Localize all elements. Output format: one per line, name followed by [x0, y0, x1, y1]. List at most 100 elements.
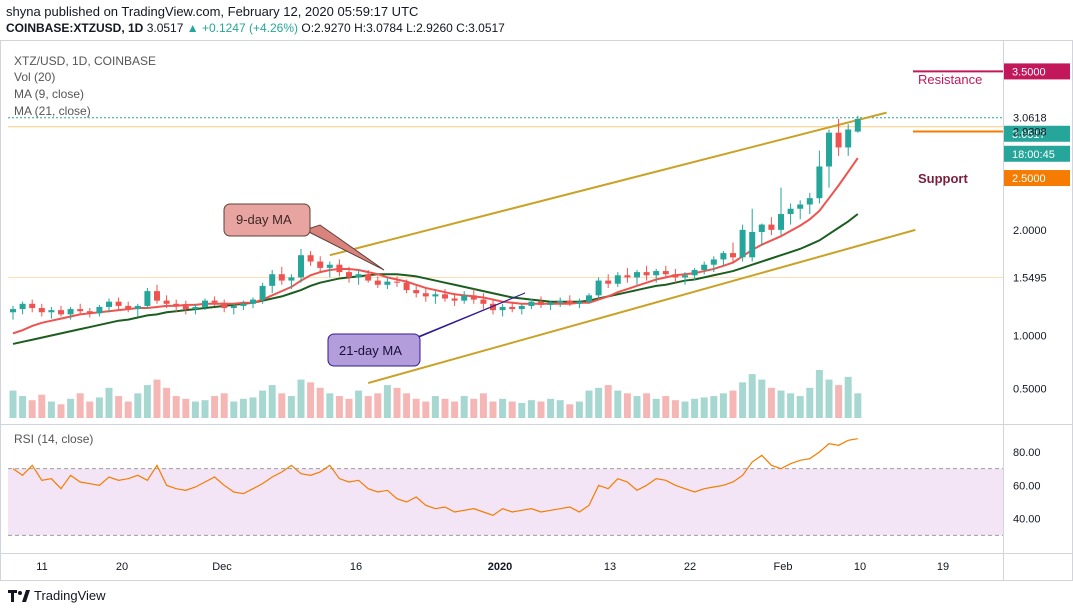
candle [442, 289, 448, 302]
candle-body [288, 277, 295, 281]
candle-body [490, 303, 496, 311]
candle [739, 224, 746, 262]
volume-bar [700, 397, 708, 418]
volume-bar [585, 390, 593, 418]
volume-bar [825, 379, 833, 418]
volume-bar [172, 396, 180, 418]
candle-body [403, 282, 410, 291]
candle [115, 297, 122, 310]
candle-body [96, 306, 103, 314]
candle-body [125, 305, 132, 310]
candle-body [518, 305, 525, 310]
volume-bar [729, 390, 737, 418]
candle-body [710, 259, 717, 265]
candle [835, 118, 842, 156]
time-tick-label: 22 [684, 561, 696, 573]
candle-body [336, 264, 343, 273]
candle [86, 308, 93, 318]
candle-body [605, 280, 612, 284]
candle-body [816, 166, 823, 199]
candle-body [797, 204, 804, 209]
candle-body [442, 294, 448, 299]
candle [432, 291, 439, 304]
candle [374, 276, 381, 288]
volume-bar [278, 393, 286, 418]
time-tick-label: 11 [36, 561, 47, 573]
time-tick-label: 10 [854, 561, 866, 573]
candle-body [182, 305, 189, 310]
volume-bar [719, 393, 727, 418]
symbol-name: COINBASE:XTZUSD, 1D [6, 21, 144, 35]
candle-body [374, 280, 381, 285]
candle-body [230, 305, 237, 309]
candle [240, 300, 247, 311]
volume-bar [652, 398, 660, 418]
candle-body [662, 271, 669, 275]
candle [576, 298, 583, 309]
volume-bar [671, 400, 679, 418]
candle [720, 250, 727, 266]
footer-brand: TradingView [34, 588, 106, 603]
rsi-band [8, 468, 1003, 536]
volume-bar [383, 385, 391, 418]
volume-bar [595, 387, 603, 418]
candle-body [730, 253, 736, 258]
candle-body [470, 295, 477, 300]
volume-bar [451, 401, 459, 418]
volume-bar [431, 396, 439, 418]
candle-body [701, 264, 708, 270]
lower-trend-line [367, 228, 916, 384]
volume-bar [710, 396, 718, 418]
candle-body [499, 306, 506, 311]
ohlc-values: O:2.9270 H:3.0784 L:2.9260 C:3.0517 [301, 21, 505, 35]
volume-bar [115, 396, 123, 418]
candle [144, 287, 151, 310]
candle [566, 295, 573, 306]
current-price-label: 3.0517 [1012, 129, 1046, 141]
candle [154, 284, 160, 304]
high-price-label: 3.0618 [1013, 113, 1047, 125]
candle-body [566, 300, 573, 304]
candle-body [432, 294, 439, 297]
candle [614, 272, 621, 287]
volume-bar [191, 401, 199, 418]
candle [749, 208, 756, 262]
volume-bar [508, 401, 516, 418]
volume-bar [19, 396, 27, 418]
candle-body [624, 275, 631, 278]
support-annotation: Support [918, 171, 968, 186]
candle [317, 256, 324, 273]
candle-body [134, 305, 141, 310]
candle-body [154, 291, 160, 301]
candle [19, 301, 26, 315]
volume-bar [518, 402, 526, 418]
candle-body [854, 118, 861, 132]
candle-body [115, 301, 122, 306]
volume-bar [211, 396, 219, 418]
candle-body [365, 274, 372, 281]
volume-bar [105, 387, 113, 418]
candle [845, 124, 852, 156]
candle-body [10, 309, 16, 313]
candle [653, 268, 660, 283]
candle-body [173, 303, 180, 306]
volume-bar [287, 396, 295, 418]
volume-bar [489, 401, 497, 418]
time-tick-label: Dec [212, 561, 232, 573]
candle [547, 300, 554, 311]
volume-bar [748, 374, 756, 418]
candle [451, 293, 458, 306]
candle-body [58, 310, 64, 315]
candle [355, 270, 362, 285]
volume-bar [460, 396, 468, 418]
candle [288, 274, 295, 290]
price-tick-label: 1.0000 [1013, 330, 1047, 342]
resistance-price-label: 3.5000 [1012, 66, 1046, 78]
candle [250, 297, 256, 309]
candle [470, 289, 477, 304]
volume-bar [537, 401, 545, 418]
candle [778, 187, 784, 236]
candle-body [326, 264, 333, 268]
candle [96, 304, 103, 317]
